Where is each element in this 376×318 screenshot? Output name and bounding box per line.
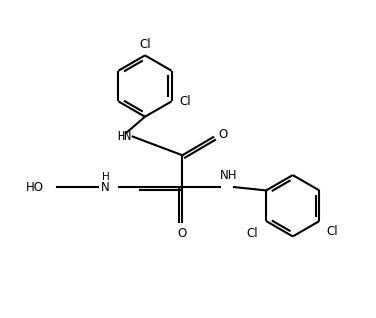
Text: NH: NH: [220, 169, 237, 182]
Text: HN: HN: [117, 130, 131, 143]
Text: Cl: Cl: [246, 227, 258, 240]
Text: O: O: [219, 128, 228, 141]
Text: O: O: [178, 227, 187, 240]
Text: Cl: Cl: [139, 38, 151, 51]
Text: N: N: [101, 181, 110, 194]
Text: Cl: Cl: [180, 95, 191, 108]
Text: H: H: [102, 172, 109, 182]
Text: HO: HO: [26, 181, 44, 194]
Text: Cl: Cl: [326, 225, 338, 238]
